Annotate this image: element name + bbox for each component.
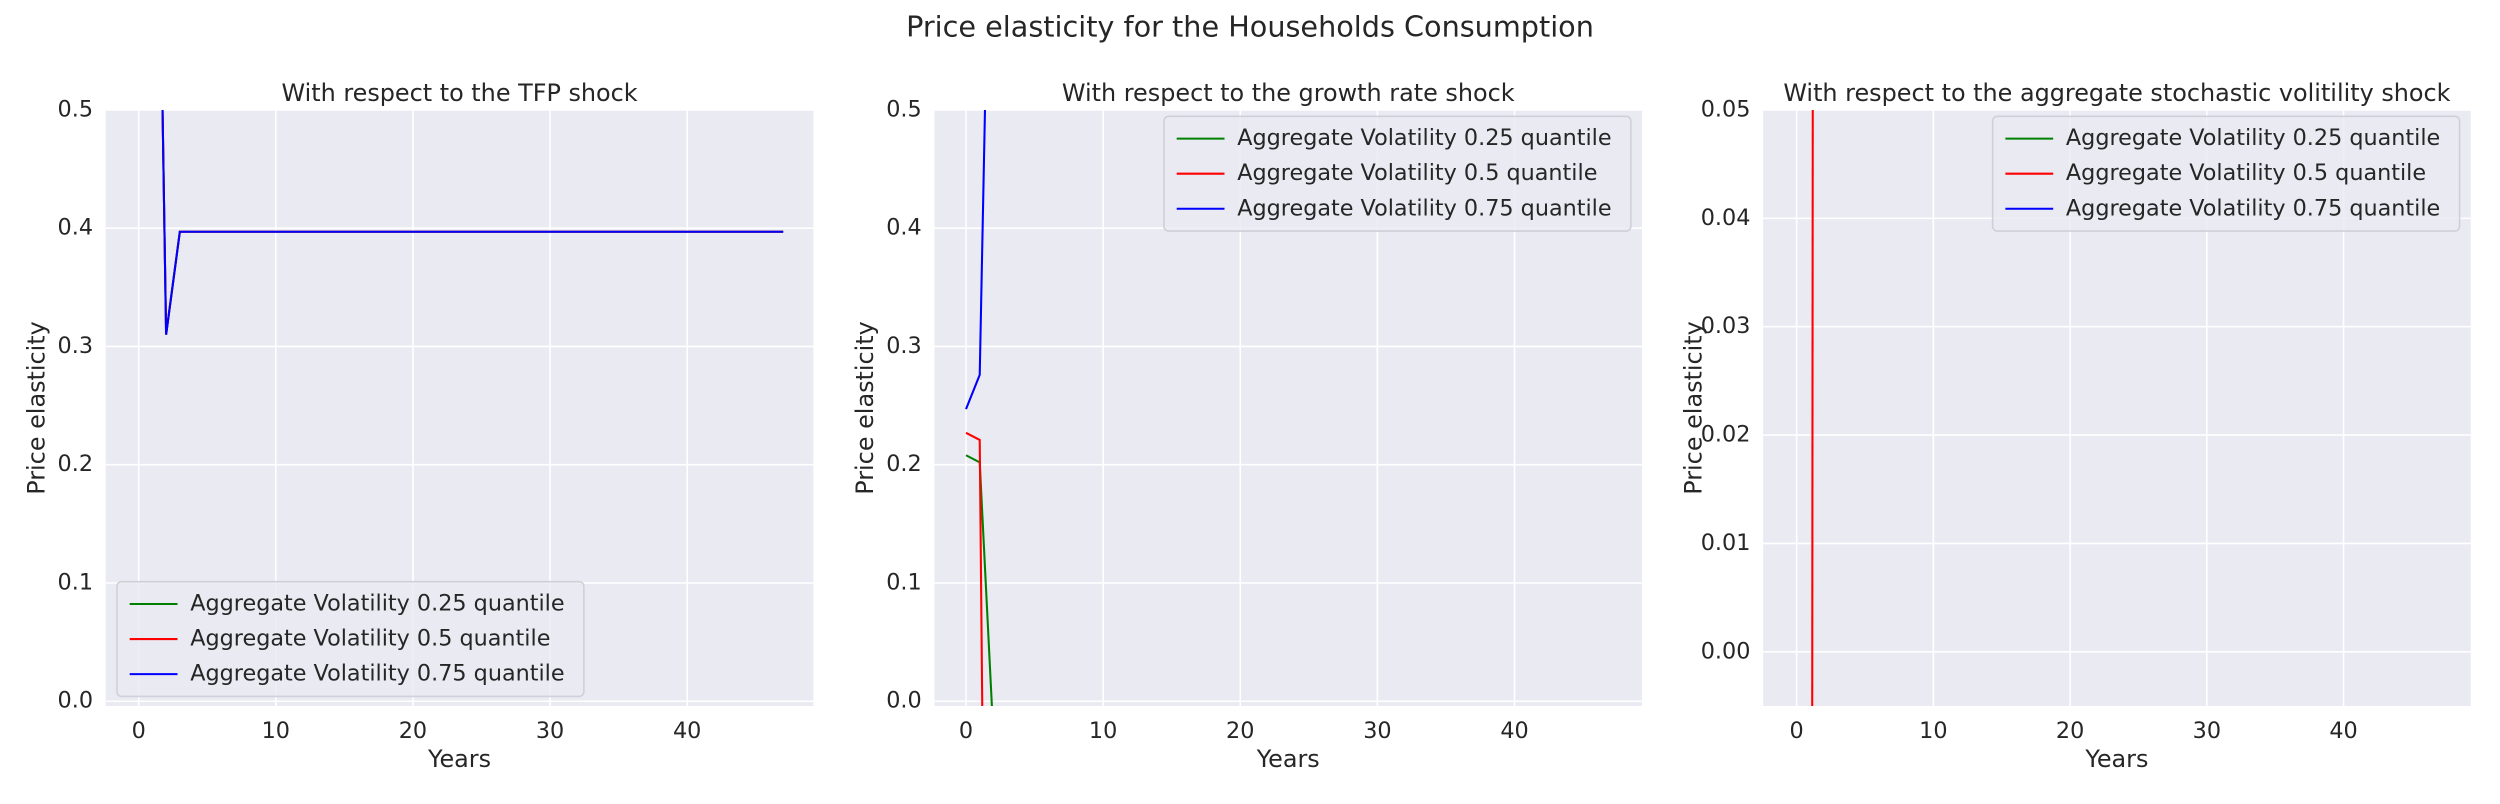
- y-tick-label: 0.00: [1701, 638, 1751, 664]
- x-tick-label: 40: [673, 718, 701, 744]
- legend-box: [116, 580, 585, 698]
- y-tick-label: 0.05: [1701, 96, 1751, 122]
- y-tick-label: 0.04: [1701, 205, 1751, 231]
- x-tick-label: 40: [2329, 718, 2357, 744]
- y-tick-label: 0.4: [58, 215, 93, 241]
- y-axis-label: Price elasticity: [1680, 321, 1708, 495]
- y-tick-label: 0.5: [58, 96, 93, 122]
- x-axis-label: Years: [2084, 745, 2148, 773]
- legend-label: Aggregate Volatility 0.25 quantile: [190, 590, 564, 616]
- legend-label: Aggregate Volatility 0.25 quantile: [2066, 125, 2440, 151]
- y-tick-label: 0.3: [58, 333, 93, 359]
- x-tick-label: 20: [399, 718, 427, 744]
- x-tick-label: 30: [2193, 718, 2221, 744]
- x-tick-label: 20: [2056, 718, 2084, 744]
- y-axis-label: Price elasticity: [22, 321, 50, 495]
- legend-label: Aggregate Volatility 0.5 quantile: [2066, 160, 2426, 186]
- subplot-title: With respect to the TFP shock: [281, 79, 637, 107]
- x-tick-label: 30: [536, 718, 564, 744]
- y-tick-label: 0.1: [58, 569, 93, 595]
- x-tick-label: 20: [1226, 718, 1254, 744]
- legend: Aggregate Volatility 0.25 quantile Aggreg…: [1991, 115, 2461, 232]
- y-tick-label: 0.01: [1701, 530, 1751, 556]
- legend-label: Aggregate Volatility 0.25 quantile: [1237, 125, 1611, 151]
- legend: Aggregate Volatility 0.25 quantile Aggreg…: [116, 580, 585, 698]
- x-tick-label: 0: [959, 718, 973, 744]
- x-tick-label: 10: [1919, 718, 1947, 744]
- legend-label: Aggregate Volatility 0.75 quantile: [190, 661, 564, 687]
- legend-label: Aggregate Volatility 0.5 quantile: [190, 626, 550, 652]
- y-tick-label: 0.02: [1701, 422, 1751, 448]
- y-tick-label: 0.4: [886, 215, 921, 241]
- x-tick-label: 30: [1363, 718, 1391, 744]
- x-tick-label: 40: [1500, 718, 1528, 744]
- y-axis-label: Price elasticity: [851, 321, 879, 495]
- y-tick-label: 0.2: [58, 451, 93, 477]
- y-tick-label: 0.0: [58, 688, 93, 714]
- series-line: [965, 109, 987, 410]
- y-tick-label: 0.2: [886, 451, 921, 477]
- y-tick-label: 0.5: [886, 96, 921, 122]
- y-tick-label: 0.0: [886, 688, 921, 714]
- x-tick-label: 10: [262, 718, 290, 744]
- series-line: [965, 431, 984, 706]
- x-tick-label: 0: [132, 718, 146, 744]
- subplot: 0 10 20 30 40 0.0 0.1 0.2 0.3 0.4 0.5 With respect …: [851, 79, 1643, 773]
- subplot: 0 10 20 30 40 0.0 0.1 0.2 0.3 0.4 0.5 With respect …: [22, 79, 814, 773]
- x-axis-label: Years: [1256, 745, 1320, 773]
- subplot-title: With respect to the aggregate stochastic…: [1783, 79, 2450, 107]
- x-axis-label: Years: [427, 745, 491, 773]
- legend-label: Aggregate Volatility 0.75 quantile: [1237, 195, 1611, 221]
- legend-box: [1163, 115, 1632, 232]
- figure-title: Price elasticity for the Households Cons…: [906, 10, 1594, 44]
- series-line: [1811, 109, 1814, 706]
- y-tick-label: 0.3: [886, 333, 921, 359]
- legend-box: [1991, 115, 2461, 232]
- legend-label: Aggregate Volatility 0.75 quantile: [2066, 195, 2440, 221]
- series-line: [161, 109, 784, 335]
- x-tick-label: 0: [1790, 718, 1804, 744]
- subplot-title: With respect to the growth rate shock: [1062, 79, 1515, 107]
- x-tick-label: 10: [1089, 718, 1117, 744]
- y-tick-label: 0.03: [1701, 313, 1751, 339]
- legend-label: Aggregate Volatility 0.5 quantile: [1237, 160, 1597, 186]
- legend: Aggregate Volatility 0.25 quantile Aggreg…: [1163, 115, 1632, 232]
- y-tick-label: 0.1: [886, 569, 921, 595]
